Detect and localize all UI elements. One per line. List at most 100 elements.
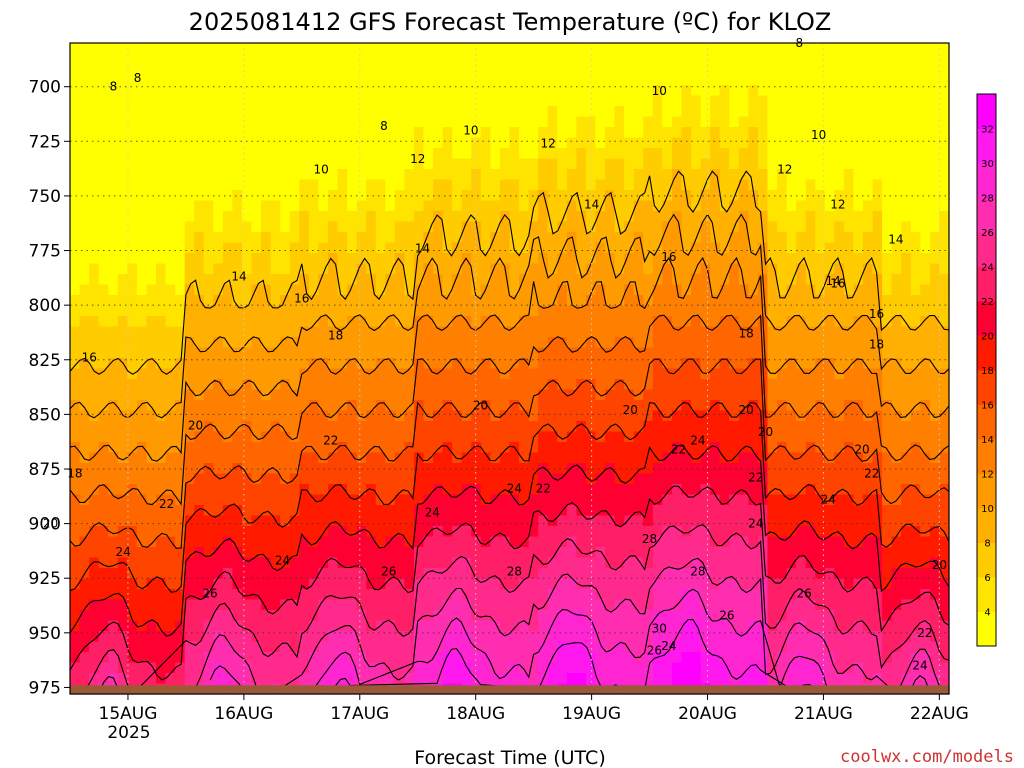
- field-cell: [595, 253, 606, 265]
- field-cell: [327, 452, 339, 464]
- field-cell: [748, 116, 759, 128]
- field-cell: [299, 400, 310, 412]
- field-cell: [710, 610, 721, 622]
- field-cell: [299, 410, 310, 422]
- field-cell: [394, 85, 405, 97]
- field-cell: [213, 452, 224, 464]
- field-cell: [452, 662, 463, 674]
- field-cell: [480, 127, 491, 139]
- field-cell: [232, 53, 243, 65]
- field-cell: [289, 316, 300, 328]
- field-cell: [299, 431, 310, 443]
- field-cell: [442, 179, 453, 191]
- field-cell: [547, 274, 558, 286]
- field-cell: [394, 337, 405, 349]
- field-cell: [442, 410, 453, 422]
- field-cell: [700, 358, 711, 370]
- field-cell: [643, 610, 654, 622]
- field-cell: [79, 43, 90, 55]
- field-cell: [98, 211, 109, 223]
- field-cell: [757, 337, 769, 349]
- field-cell: [834, 389, 845, 401]
- field-cell: [413, 253, 425, 265]
- field-cell: [155, 211, 167, 223]
- field-cell: [337, 53, 348, 65]
- field-cell: [70, 316, 81, 328]
- field-cell: [366, 316, 377, 328]
- field-cell: [241, 547, 253, 559]
- field-cell: [767, 106, 778, 118]
- field-cell: [729, 610, 740, 622]
- field-cell: [423, 305, 434, 317]
- field-cell: [576, 274, 587, 286]
- field-cell: [394, 526, 405, 538]
- field-cell: [490, 389, 501, 401]
- field-cell: [79, 326, 90, 338]
- field-cell: [796, 53, 807, 65]
- field-cell: [213, 127, 224, 139]
- field-cell: [547, 473, 558, 485]
- field-cell: [385, 221, 396, 233]
- field-cell: [671, 263, 683, 275]
- field-cell: [452, 148, 463, 160]
- field-cell: [327, 526, 339, 538]
- field-cell: [165, 505, 176, 517]
- field-cell: [834, 347, 845, 359]
- field-cell: [738, 158, 749, 170]
- field-cell: [509, 211, 520, 223]
- field-cell: [824, 578, 835, 590]
- field-cell: [308, 536, 320, 548]
- field-cell: [452, 263, 463, 275]
- field-cell: [767, 200, 778, 212]
- field-cell: [652, 326, 663, 338]
- field-cell: [375, 568, 386, 580]
- field-cell: [184, 641, 195, 653]
- field-cell: [633, 536, 644, 548]
- field-cell: [127, 64, 138, 76]
- field-cell: [499, 347, 511, 359]
- field-cell: [815, 400, 826, 412]
- field-cell: [136, 137, 148, 149]
- field-cell: [519, 148, 530, 160]
- field-cell: [633, 274, 644, 286]
- field-cell: [413, 284, 425, 296]
- field-cell: [241, 389, 253, 401]
- field-cell: [757, 137, 769, 149]
- field-cell: [719, 295, 730, 307]
- field-cell: [327, 253, 339, 265]
- field-cell: [662, 368, 673, 380]
- field-cell: [748, 442, 759, 454]
- field-cell: [748, 43, 759, 55]
- field-cell: [299, 211, 310, 223]
- field-cell: [528, 652, 539, 664]
- field-cell: [729, 536, 740, 548]
- field-cell: [633, 673, 644, 685]
- field-cell: [700, 116, 711, 128]
- field-cell: [738, 368, 749, 380]
- field-cell: [241, 242, 253, 254]
- field-cell: [691, 631, 702, 643]
- field-cell: [203, 148, 214, 160]
- field-cell: [261, 305, 272, 317]
- field-cell: [624, 389, 635, 401]
- field-cell: [490, 547, 501, 559]
- field-cell: [691, 127, 702, 139]
- field-cell: [557, 347, 568, 359]
- field-cell: [700, 263, 711, 275]
- field-cell: [824, 274, 835, 286]
- field-cell: [155, 641, 167, 653]
- field-cell: [547, 305, 558, 317]
- field-cell: [624, 410, 635, 422]
- field-cell: [605, 200, 616, 212]
- field-cell: [136, 473, 148, 485]
- field-cell: [585, 379, 597, 391]
- field-cell: [700, 53, 711, 65]
- field-cell: [805, 431, 816, 443]
- field-cell: [280, 74, 291, 86]
- field-cell: [165, 190, 176, 202]
- field-cell: [184, 652, 195, 664]
- field-cell: [184, 211, 195, 223]
- field-cell: [786, 253, 797, 265]
- field-cell: [452, 610, 463, 622]
- field-cell: [576, 316, 587, 328]
